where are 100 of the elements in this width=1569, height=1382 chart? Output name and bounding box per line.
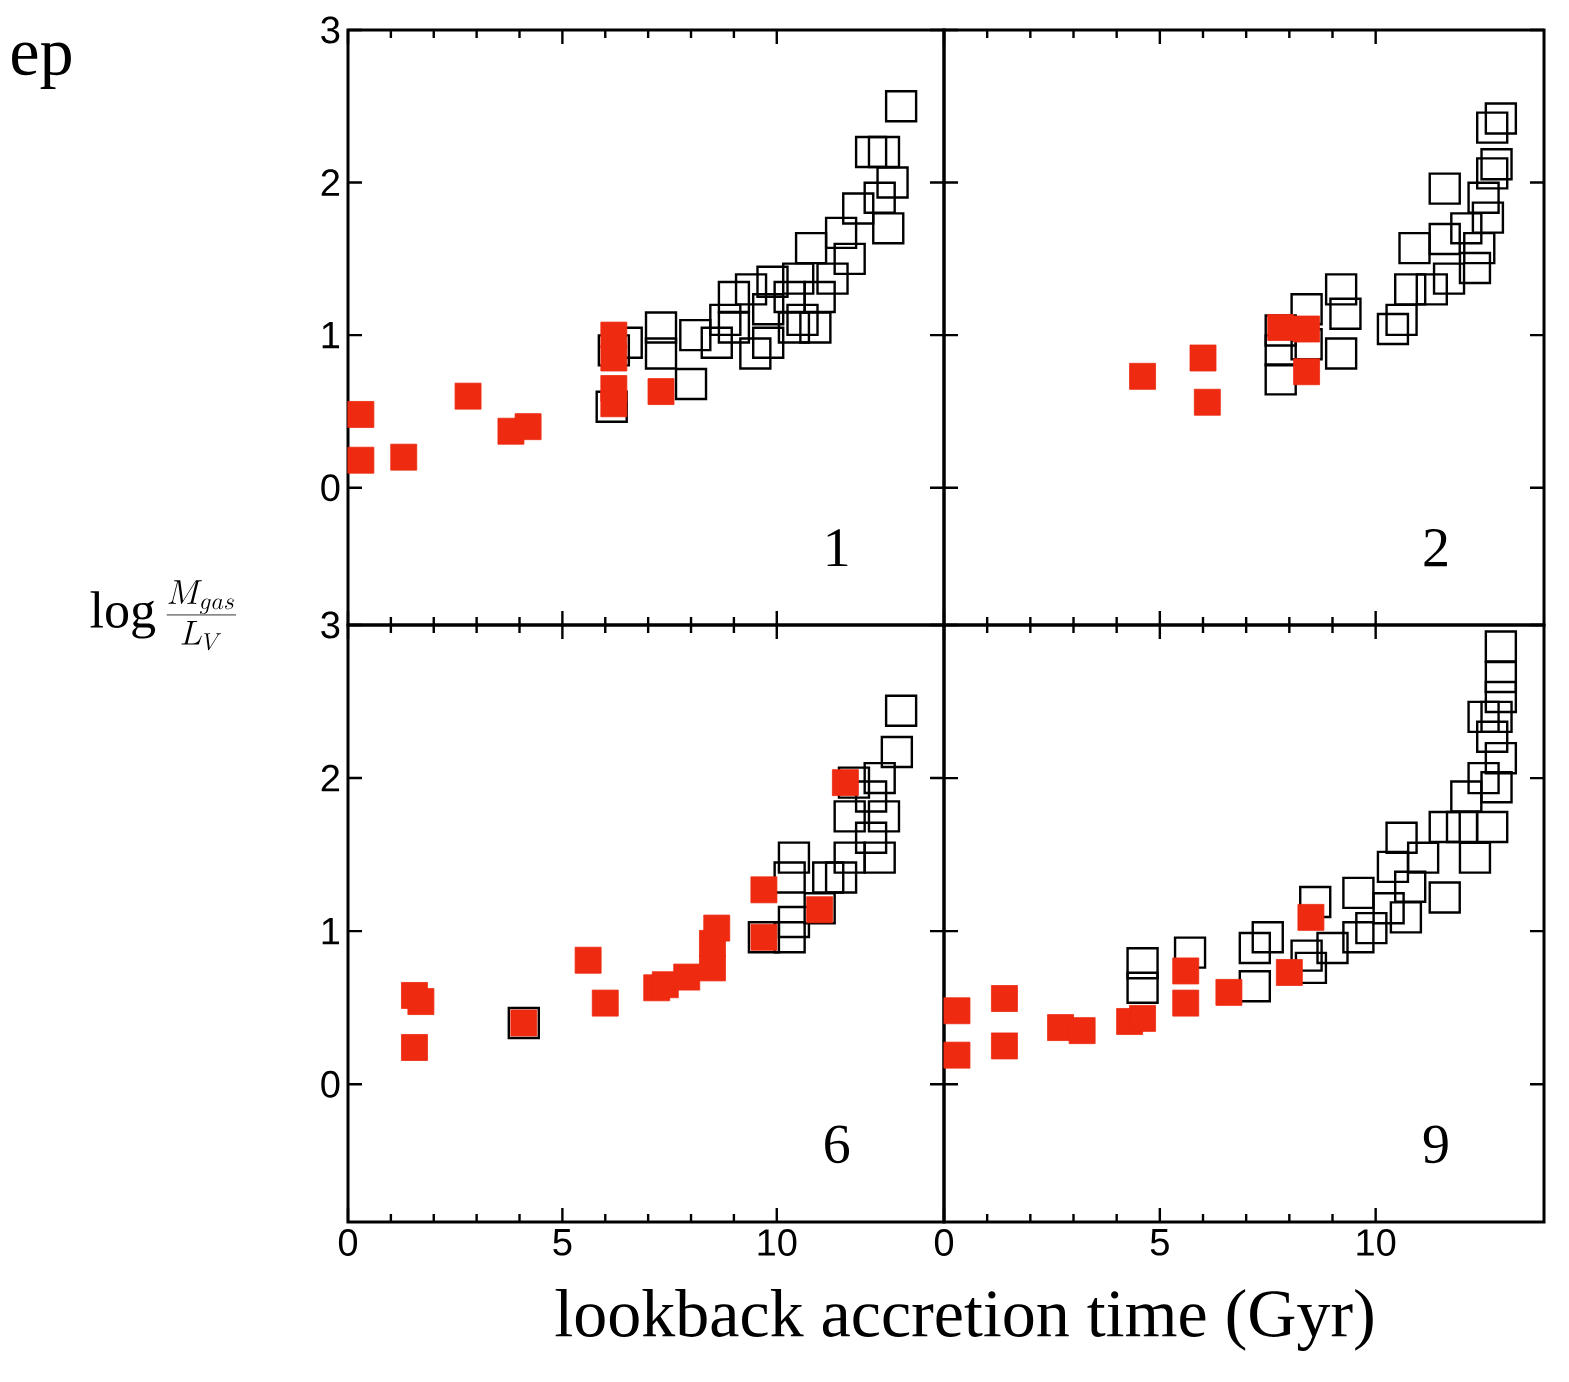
point — [574, 946, 602, 974]
x-axis-title: lookback accretion time (Gyr) — [555, 1289, 1373, 1351]
point — [794, 231, 828, 265]
point — [991, 985, 1018, 1012]
point — [1480, 148, 1513, 181]
point — [1251, 921, 1284, 954]
point — [1476, 111, 1509, 144]
point — [1389, 901, 1423, 934]
point — [863, 181, 896, 215]
y-tick-label: 2 — [321, 764, 340, 792]
point — [1484, 680, 1518, 714]
annotation: 6 — [825, 1125, 850, 1164]
point — [674, 367, 708, 401]
point — [600, 390, 628, 418]
point — [799, 311, 832, 344]
point — [863, 761, 896, 795]
x-tick-label: 10 — [1357, 1229, 1396, 1256]
point — [773, 280, 806, 314]
point — [752, 326, 785, 359]
y-tick-label: 0 — [321, 474, 340, 502]
point — [833, 800, 866, 833]
point — [1467, 181, 1500, 215]
y-axis-title: $\log\frac{M_{gas}}{L_V}$ — [90, 580, 236, 651]
point — [1068, 1017, 1096, 1045]
point — [709, 303, 742, 337]
point — [1193, 388, 1221, 416]
point — [673, 963, 701, 991]
point — [1372, 891, 1405, 925]
point — [1129, 362, 1156, 390]
point — [1385, 303, 1418, 337]
point — [943, 1041, 971, 1069]
point — [854, 780, 888, 813]
point — [591, 989, 619, 1017]
y-tick-label: 1 — [322, 918, 340, 945]
point — [1342, 921, 1375, 954]
point — [750, 876, 778, 904]
point — [700, 326, 733, 359]
point — [867, 800, 901, 833]
point — [347, 401, 375, 428]
point — [1471, 201, 1505, 234]
point — [407, 988, 435, 1015]
point — [777, 841, 811, 874]
point — [1450, 780, 1483, 813]
point — [777, 311, 811, 344]
y-tick-label: 2 — [321, 169, 340, 196]
point — [514, 413, 542, 441]
point — [943, 997, 971, 1025]
point — [699, 954, 726, 982]
y-tick-label: 3 — [321, 611, 340, 639]
point — [831, 769, 859, 797]
point — [1432, 262, 1466, 295]
point — [1467, 761, 1500, 795]
point — [833, 242, 866, 276]
y-tick-label: 1 — [322, 322, 340, 349]
point — [863, 841, 896, 874]
point — [1484, 660, 1518, 694]
point — [1297, 903, 1325, 931]
point — [824, 861, 858, 894]
point — [1172, 957, 1200, 985]
point — [854, 135, 888, 169]
point — [1394, 273, 1427, 306]
annotation: 9 — [1423, 1125, 1448, 1164]
point — [1480, 771, 1513, 804]
point — [454, 382, 482, 410]
point — [833, 841, 866, 874]
point — [1428, 881, 1461, 914]
y-tick-label: 0 — [321, 1070, 340, 1098]
point — [884, 90, 918, 123]
point — [1324, 273, 1358, 306]
point — [1428, 172, 1461, 205]
point — [739, 337, 772, 370]
point — [884, 694, 918, 727]
point — [347, 446, 375, 474]
point — [717, 311, 751, 344]
point — [782, 262, 815, 295]
point — [1126, 971, 1159, 1004]
x-tick-label: 0 — [934, 1229, 954, 1256]
point — [1293, 315, 1320, 343]
point — [1329, 297, 1362, 330]
point — [812, 861, 845, 894]
point — [644, 311, 678, 344]
y-tick-label: 3 — [321, 16, 340, 44]
point — [1458, 251, 1492, 285]
point — [867, 135, 901, 169]
point — [880, 735, 914, 769]
point — [1476, 720, 1509, 753]
point — [1355, 911, 1388, 945]
point — [401, 1034, 428, 1061]
point — [1428, 222, 1461, 256]
point — [1376, 850, 1410, 884]
point — [1316, 931, 1349, 965]
annotation: 1 — [827, 529, 848, 567]
point — [1467, 700, 1500, 734]
point — [1398, 231, 1431, 265]
point — [1484, 741, 1518, 775]
x-tick-label: 5 — [1150, 1229, 1169, 1256]
point — [703, 914, 731, 942]
point — [1428, 810, 1461, 844]
point — [1484, 102, 1518, 135]
point — [1215, 978, 1243, 1006]
